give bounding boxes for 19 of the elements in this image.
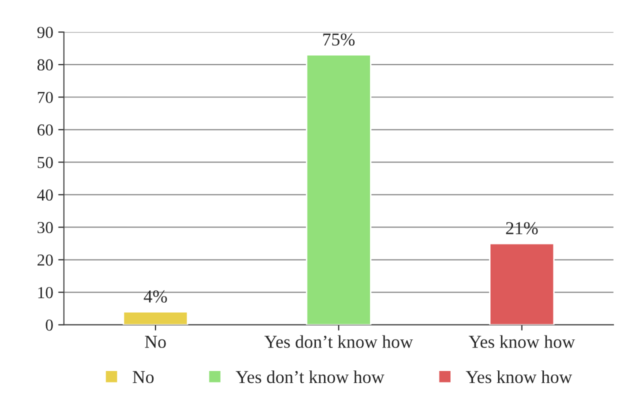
y-tick-label: 70	[38, 92, 53, 104]
y-tick-label: 80	[37, 59, 53, 71]
y-tick-label: 40	[37, 189, 53, 201]
annotation: 21%	[506, 222, 538, 234]
y-tick-label: 50	[38, 156, 53, 168]
x-tick-label: Yes don’t know how	[264, 335, 414, 348]
y-tick-label: 90	[37, 26, 53, 38]
legend-label: Yes don’t know how	[236, 370, 384, 384]
x-tick-label: Yes know how	[468, 335, 576, 348]
y-tick-label: 30	[38, 222, 53, 234]
y-tick-label: 10	[38, 286, 53, 298]
x-tick-label: No	[144, 336, 166, 348]
legend-label: Yes know how	[466, 370, 572, 384]
y-tick-label: 20	[38, 254, 53, 266]
annotation: 4%	[144, 290, 167, 303]
y-tick-label: 60	[38, 124, 53, 136]
legend-label: No	[132, 371, 154, 384]
y-tick-label: 0	[46, 320, 53, 331]
annotation: 75%	[323, 33, 355, 46]
